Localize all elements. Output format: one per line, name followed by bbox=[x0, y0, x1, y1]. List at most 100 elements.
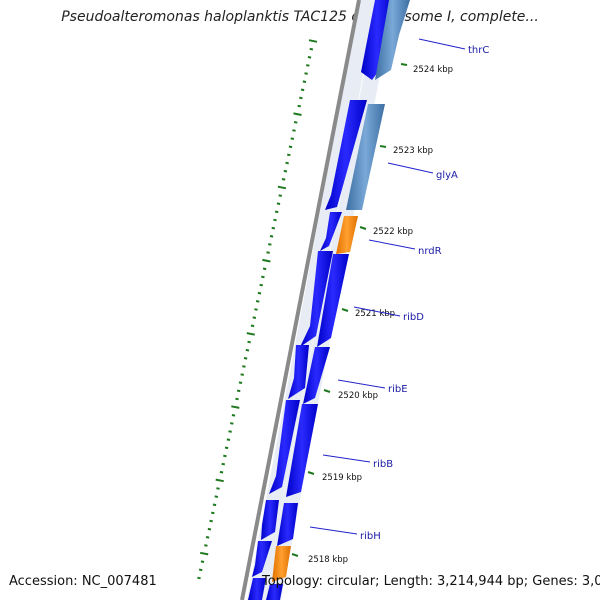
ruler-dot bbox=[205, 536, 210, 539]
ruler-dot bbox=[223, 454, 227, 458]
callout-line bbox=[337, 379, 386, 389]
gene-label-ribE[interactable]: ribE bbox=[388, 384, 408, 395]
ruler-dot bbox=[198, 568, 203, 572]
ruler-dot bbox=[236, 389, 241, 393]
scale-label: 2522 kbp bbox=[373, 227, 413, 237]
ruler-dot bbox=[285, 161, 289, 165]
gene-label-ribB[interactable]: ribB bbox=[373, 459, 393, 470]
ruler-dot bbox=[262, 258, 271, 263]
gene-label-thrC[interactable]: thrC bbox=[468, 45, 489, 56]
scale-tick bbox=[307, 471, 315, 475]
backbone-line bbox=[240, 0, 361, 600]
scale-tick bbox=[291, 553, 299, 557]
rna-feature[interactable] bbox=[272, 546, 291, 582]
ruler-dot bbox=[304, 72, 308, 75]
ruler-dot bbox=[293, 121, 298, 124]
scale-label: 2520 kbp bbox=[338, 391, 378, 401]
gene-feature-glyA[interactable] bbox=[346, 104, 385, 210]
cds-feature[interactable] bbox=[317, 254, 349, 347]
ruler-dot bbox=[302, 80, 307, 83]
map-title: Pseudoalteromonas haloplanktis TAC125 ch… bbox=[61, 9, 539, 25]
ruler-dot bbox=[281, 178, 286, 181]
ruler-dot bbox=[224, 446, 229, 450]
cds-feature[interactable] bbox=[277, 503, 298, 546]
callout-line bbox=[418, 38, 466, 50]
cds-feature[interactable] bbox=[300, 251, 333, 347]
cds-feature[interactable] bbox=[248, 578, 266, 600]
scale-label: 2518 kbp bbox=[308, 555, 348, 565]
callout-line bbox=[353, 306, 401, 317]
ruler-dot bbox=[288, 145, 293, 149]
ruler-dot bbox=[197, 576, 201, 580]
ruler-dot bbox=[216, 487, 220, 490]
ruler-dot bbox=[204, 544, 208, 547]
scale-label: 2523 kbp bbox=[393, 146, 433, 156]
gene-feature-thrC[interactable] bbox=[375, 0, 410, 80]
ruler-dot bbox=[269, 235, 274, 238]
gene-feature-nrdR[interactable] bbox=[336, 216, 358, 254]
gene-label-ribH[interactable]: ribH bbox=[360, 531, 381, 542]
ruler-dot bbox=[215, 478, 224, 483]
ruler-dot bbox=[200, 560, 205, 563]
ruler-dot bbox=[226, 438, 231, 441]
cds-feature[interactable] bbox=[288, 345, 309, 399]
scale-tick bbox=[379, 145, 387, 148]
cds-feature[interactable] bbox=[252, 541, 272, 577]
ruler-dot bbox=[299, 96, 303, 100]
ruler-dot bbox=[257, 291, 262, 295]
ruler-dot bbox=[231, 405, 240, 409]
ruler-dot bbox=[283, 169, 288, 173]
ruler-dot bbox=[307, 56, 312, 59]
scale-label: 2524 kbp bbox=[413, 65, 453, 75]
accession-text: Accession: NC_007481 bbox=[9, 574, 157, 589]
cds-feature[interactable] bbox=[261, 500, 279, 540]
gene-label-ribD[interactable]: ribD bbox=[403, 312, 424, 323]
cds-feature[interactable] bbox=[361, 0, 393, 80]
ruler-dot bbox=[266, 251, 270, 254]
scale-tick bbox=[323, 389, 331, 393]
ruler-dot bbox=[300, 88, 305, 92]
scale-tick bbox=[400, 63, 408, 66]
forward-strand-features bbox=[266, 0, 410, 600]
ruler-dot bbox=[242, 365, 246, 368]
ruler-dot bbox=[292, 129, 296, 132]
ruler-dot bbox=[200, 551, 209, 556]
genome-summary-text: Topology: circular; Length: 3,214,944 bp… bbox=[262, 574, 600, 589]
ruler-dot bbox=[238, 381, 243, 384]
ruler-dot bbox=[235, 397, 239, 401]
cds-feature[interactable] bbox=[266, 584, 283, 600]
ruler-dot bbox=[276, 202, 281, 205]
ruler-dot bbox=[261, 275, 265, 279]
ruler-dot bbox=[293, 112, 302, 116]
gene-label-glyA[interactable]: glyA bbox=[436, 170, 458, 181]
cds-feature[interactable] bbox=[303, 347, 330, 404]
gene-label-nrdR[interactable]: nrdR bbox=[418, 246, 442, 257]
ruler-dot bbox=[287, 153, 291, 157]
callout-line bbox=[322, 454, 371, 463]
outer-dotted-ruler bbox=[197, 39, 318, 580]
callout-line bbox=[368, 239, 416, 250]
ruler-dot bbox=[207, 527, 212, 531]
ruler-dot bbox=[271, 226, 276, 230]
callout-line bbox=[309, 526, 358, 535]
ruler-dot bbox=[274, 210, 279, 214]
ruler-dot bbox=[219, 470, 224, 474]
ruler-dot bbox=[255, 300, 260, 303]
ruler-dot bbox=[247, 340, 251, 344]
cds-feature[interactable] bbox=[320, 212, 342, 251]
scale-tick bbox=[341, 308, 349, 312]
ruler-dot bbox=[309, 47, 314, 51]
ruler-dot bbox=[278, 194, 282, 197]
ruler-dot bbox=[250, 324, 255, 328]
scale-label: 2521 kbp bbox=[355, 309, 395, 319]
ruler-dot bbox=[209, 519, 213, 523]
ruler-dot bbox=[290, 137, 295, 140]
ruler-dot bbox=[211, 511, 215, 515]
ruler-dot bbox=[259, 283, 263, 287]
cds-feature[interactable] bbox=[269, 400, 300, 494]
cds-feature[interactable] bbox=[286, 404, 318, 497]
ruler-dot bbox=[254, 308, 258, 311]
cds-feature[interactable] bbox=[325, 100, 367, 210]
ruler-dot bbox=[245, 348, 250, 352]
reverse-strand-features bbox=[248, 0, 393, 600]
